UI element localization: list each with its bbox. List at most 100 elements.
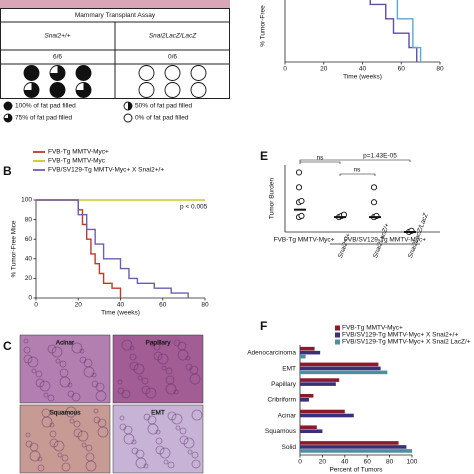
- x-tick-label: 20: [75, 302, 83, 309]
- tissue-texture: [131, 447, 139, 455]
- tissue-texture: [189, 373, 201, 385]
- y-tick-label: 0: [28, 295, 32, 302]
- bar: [300, 409, 345, 414]
- tissue-texture: [83, 366, 95, 378]
- pie-fill: [76, 65, 91, 81]
- group-label: FVB/SV129-Tg MMTV-Myc+: [344, 237, 426, 244]
- legend-label: FVB-Tg MMTV-Myc+: [48, 149, 109, 156]
- tissue-texture: [155, 437, 163, 445]
- bar: [300, 449, 412, 453]
- pie-fill: [24, 82, 40, 98]
- legend-label: FVB/SV129-Tg MMTV-Myc+ X Snai2+/+: [342, 332, 458, 339]
- tissue-texture: [161, 365, 167, 371]
- data-point: [370, 184, 378, 191]
- category-label: Papillary: [271, 381, 297, 388]
- y-tick-label: 40: [25, 256, 33, 263]
- x-tick-label: 0: [34, 302, 38, 309]
- bar: [300, 346, 315, 351]
- x-tick-label: 80: [201, 302, 209, 309]
- tissue-texture: [185, 363, 193, 371]
- tissue-texture: [31, 368, 37, 374]
- tissue-texture: [55, 358, 61, 364]
- tissue-texture: [117, 379, 123, 385]
- tissue-texture: [167, 461, 175, 469]
- x-tick-label: 60: [398, 66, 406, 73]
- x-tick-label: 40: [359, 66, 367, 73]
- tissue-texture: [183, 437, 195, 449]
- tissue-texture: [47, 344, 57, 354]
- histology-image: [112, 334, 204, 404]
- legend-swatch: [335, 339, 340, 345]
- tissue-texture: [149, 341, 155, 347]
- tissue-texture: [167, 411, 177, 421]
- x-axis-label: Percent of Tumors: [329, 467, 383, 474]
- pie-fill: [4, 114, 12, 122]
- x-tick-label: 80: [436, 66, 444, 73]
- pie-outline: [164, 82, 181, 98]
- x-tick-label: 80: [386, 459, 394, 466]
- tissue-texture: [39, 380, 51, 392]
- tissue-texture: [71, 342, 83, 354]
- data-point: [295, 169, 303, 176]
- tissue-texture: [121, 339, 133, 351]
- bar: [300, 441, 399, 445]
- tissue-texture: [59, 360, 67, 368]
- pie-outline: [138, 65, 155, 81]
- tissue-texture: [129, 353, 137, 361]
- tissue-texture: [23, 338, 29, 344]
- pie-outline: [123, 113, 133, 123]
- pie-fill: [128, 102, 132, 110]
- tissue-texture: [163, 459, 169, 465]
- tissue-texture: [61, 454, 69, 462]
- histology-image: [19, 404, 111, 474]
- tissue-texture: [179, 435, 189, 445]
- data-point: [298, 197, 305, 205]
- legend-label: 100% of fat pad filled: [15, 103, 76, 110]
- significance-label: ns: [354, 167, 362, 174]
- tissue-texture: [85, 444, 93, 452]
- tissue-texture: [47, 394, 55, 402]
- pie-outline: [190, 65, 207, 81]
- pie-fill: [50, 65, 65, 81]
- bar: [300, 413, 354, 418]
- category-label: Adenocarcinoma: [247, 350, 296, 357]
- tissue-texture: [51, 346, 63, 358]
- tissue-texture: [145, 387, 157, 399]
- tissue-texture: [129, 361, 139, 371]
- legend-label: 0% of fat pad filled: [135, 115, 189, 122]
- ratio: 6/6: [53, 54, 62, 61]
- legend-label: 50% of fat pad filled: [135, 103, 192, 110]
- bar: [300, 425, 317, 430]
- tissue-texture: [117, 387, 125, 395]
- tissue-texture: [61, 462, 71, 472]
- legend-label: FVB-Tg MMTV-Myc: [48, 158, 106, 165]
- annotation: p < 0.005: [180, 204, 208, 211]
- bar: [300, 445, 407, 449]
- pie-fill: [4, 102, 12, 110]
- tissue-texture: [93, 408, 99, 414]
- tissue-texture: [35, 378, 45, 388]
- panel-letter: F: [260, 319, 267, 333]
- tissue-texture: [27, 356, 39, 368]
- x-axis-label: Time (weeks): [101, 310, 140, 317]
- tissue-texture: [65, 406, 77, 418]
- category-label: FVB-Tg MMTV-Myc+: [274, 237, 335, 244]
- significance-bracket: [299, 159, 411, 162]
- bar: [300, 370, 388, 375]
- tissue-texture: [49, 430, 57, 438]
- survival-curve: [369, 0, 418, 62]
- tissue-texture: [155, 445, 165, 455]
- legend-label: FVB/SV129-Tg MMTV-Myc+ X Snai2+/+: [48, 167, 164, 174]
- x-tick-label: 60: [364, 459, 372, 466]
- data-point: [370, 199, 378, 206]
- tissue-texture: [95, 390, 107, 402]
- genotype: Snai2+/+: [44, 33, 70, 40]
- significance-label: ns: [317, 155, 325, 162]
- y-tick-label: 100: [21, 197, 32, 204]
- legend-label: 75% of fat pad filled: [15, 115, 72, 122]
- panel-letter: B: [3, 164, 12, 178]
- histology-label: EMT: [151, 410, 165, 417]
- assay-table: [0, 8, 230, 99]
